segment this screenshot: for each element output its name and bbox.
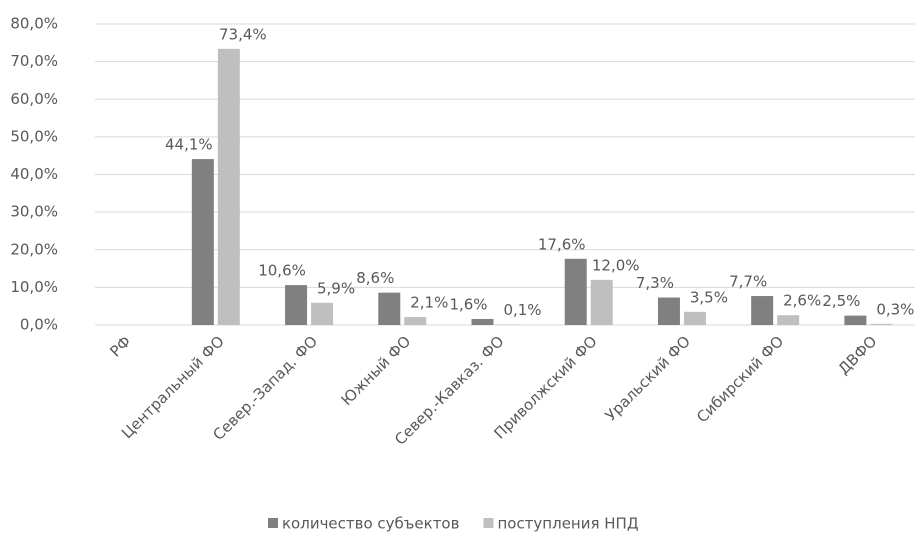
y-tick-label: 0,0% <box>20 316 58 334</box>
data-label: 7,7% <box>729 273 767 291</box>
x-tick-label: Уральский ФО <box>602 332 694 424</box>
bar <box>777 315 800 325</box>
y-tick-label: 30,0% <box>10 203 58 221</box>
bar <box>378 292 401 325</box>
bar <box>683 311 706 325</box>
data-label: 1,6% <box>449 295 487 313</box>
data-label: 7,3% <box>636 274 674 292</box>
data-label: 0,1% <box>503 301 541 319</box>
legend-swatch <box>268 518 278 528</box>
x-tick-label: ДВФО <box>835 332 881 378</box>
data-label: 2,5% <box>822 292 860 310</box>
data-label: 10,6% <box>258 262 306 280</box>
data-label: 17,6% <box>538 235 586 253</box>
legend-swatch <box>483 518 494 528</box>
bar <box>564 258 587 325</box>
bar <box>217 48 240 326</box>
data-label: 8,6% <box>356 269 394 287</box>
legend-label: поступления НПД <box>497 515 638 533</box>
bar <box>657 297 680 325</box>
bar <box>751 296 774 325</box>
x-tick-label: Север.-Запад. ФО <box>209 332 321 444</box>
bar <box>590 279 613 325</box>
bar <box>870 323 893 325</box>
bar <box>471 318 494 325</box>
y-tick-label: 60,0% <box>10 90 58 108</box>
x-tick-label: Сибирский ФО <box>693 332 787 426</box>
y-tick-label: 50,0% <box>10 127 58 145</box>
bar <box>285 285 308 325</box>
data-label: 0,3% <box>876 300 914 318</box>
data-label: 44,1% <box>165 136 213 154</box>
data-label: 5,9% <box>317 279 355 297</box>
x-tick-label: Приволжский ФО <box>490 332 600 442</box>
data-label: 2,1% <box>410 294 448 312</box>
bar <box>404 317 427 325</box>
y-tick-label: 20,0% <box>10 240 58 258</box>
y-tick-label: 70,0% <box>10 52 58 70</box>
data-label: 73,4% <box>219 25 267 43</box>
legend: количество субъектов поступления НПД <box>268 515 639 533</box>
legend-label: количество субъектов <box>282 515 459 533</box>
x-tick-label: Центральный ФО <box>118 332 228 442</box>
x-tick-label: РФ <box>106 332 134 360</box>
y-tick-label: 80,0% <box>10 15 58 33</box>
x-tick-label: Южный ФО <box>338 332 415 409</box>
data-label: 3,5% <box>690 288 728 306</box>
y-tick-label: 40,0% <box>10 165 58 183</box>
bar <box>844 315 867 325</box>
bar <box>191 159 214 325</box>
bar <box>311 302 334 325</box>
y-tick-label: 10,0% <box>10 278 58 296</box>
data-label: 2,6% <box>783 292 821 310</box>
data-label: 12,0% <box>592 256 640 274</box>
